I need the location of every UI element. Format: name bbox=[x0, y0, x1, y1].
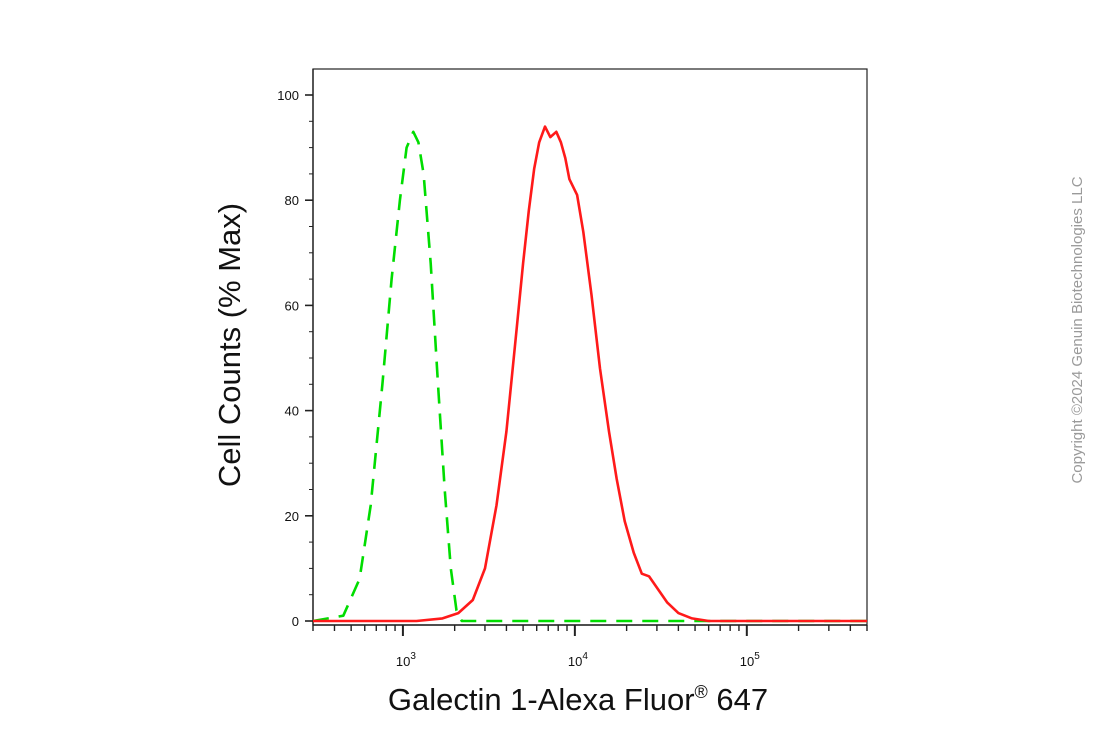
y-axis: 0 20 40 60 80 100 bbox=[277, 69, 314, 629]
x-axis-title-main: Galectin 1-Alexa Fluor bbox=[388, 682, 695, 717]
y-axis-title: Cell Counts (% Max) bbox=[212, 203, 247, 487]
series-layer bbox=[312, 125, 867, 623]
y-tick-label: 0 bbox=[292, 614, 299, 629]
series-line-2 bbox=[313, 125, 867, 623]
x-tick-label: 105 bbox=[740, 651, 760, 669]
plot-frame bbox=[312, 68, 868, 626]
x-axis: 103 104 105 bbox=[312, 624, 868, 669]
x-tick-label: 103 bbox=[396, 651, 416, 669]
series-line-1 bbox=[312, 130, 867, 623]
x-axis-title: Galectin 1-Alexa Fluor® 647 bbox=[388, 682, 768, 717]
y-tick-label: 20 bbox=[285, 509, 299, 524]
y-tick-label: 80 bbox=[285, 193, 299, 208]
x-tick-label: 104 bbox=[568, 651, 588, 669]
copyright-watermark: Copyright ©2024 Genuin Biotechnologies L… bbox=[1069, 176, 1086, 483]
y-tick-label: 40 bbox=[285, 404, 299, 419]
registered-mark: ® bbox=[695, 682, 708, 702]
x-axis-title-suffix: 647 bbox=[708, 682, 768, 717]
y-tick-label: 60 bbox=[285, 298, 299, 313]
y-tick-label: 100 bbox=[277, 88, 299, 103]
